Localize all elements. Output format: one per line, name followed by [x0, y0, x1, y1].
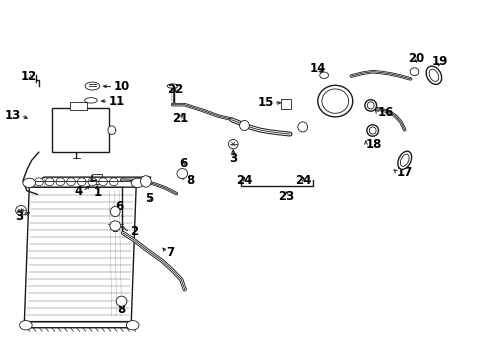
Text: 7: 7	[166, 246, 175, 259]
Circle shape	[126, 320, 139, 330]
Text: 8: 8	[186, 174, 194, 186]
Ellipse shape	[239, 121, 249, 131]
Ellipse shape	[364, 100, 376, 111]
Ellipse shape	[109, 178, 118, 186]
Text: 9: 9	[99, 138, 107, 151]
Ellipse shape	[77, 178, 86, 186]
Ellipse shape	[99, 178, 107, 186]
Ellipse shape	[66, 178, 75, 186]
Ellipse shape	[368, 127, 375, 134]
Ellipse shape	[409, 68, 418, 76]
Text: 12: 12	[21, 69, 37, 82]
Text: 14: 14	[309, 62, 326, 75]
Ellipse shape	[16, 206, 26, 216]
Ellipse shape	[319, 72, 328, 78]
Ellipse shape	[297, 122, 307, 132]
Ellipse shape	[88, 178, 97, 186]
Text: 10: 10	[113, 80, 129, 93]
Text: 13: 13	[5, 109, 21, 122]
Text: 23: 23	[278, 190, 294, 203]
Ellipse shape	[110, 221, 121, 231]
Circle shape	[23, 178, 36, 188]
Ellipse shape	[400, 154, 408, 166]
Ellipse shape	[84, 98, 97, 103]
Text: 11: 11	[108, 95, 124, 108]
Ellipse shape	[366, 125, 378, 136]
Text: 5: 5	[145, 192, 153, 205]
Ellipse shape	[425, 66, 441, 84]
FancyBboxPatch shape	[52, 108, 109, 152]
Text: 17: 17	[396, 166, 412, 179]
Text: 24: 24	[295, 174, 311, 187]
FancyBboxPatch shape	[69, 102, 87, 110]
Ellipse shape	[167, 84, 178, 88]
Text: 1: 1	[93, 186, 101, 199]
Ellipse shape	[35, 178, 43, 186]
Text: 24: 24	[236, 174, 252, 187]
Ellipse shape	[108, 126, 116, 134]
Text: 4: 4	[74, 185, 82, 198]
Text: 22: 22	[166, 83, 183, 96]
Text: 3: 3	[229, 152, 237, 165]
Ellipse shape	[56, 178, 64, 186]
Text: 15: 15	[257, 96, 273, 109]
Text: 3: 3	[15, 210, 23, 223]
Ellipse shape	[228, 139, 238, 149]
Text: 20: 20	[407, 51, 424, 64]
Ellipse shape	[110, 207, 120, 217]
Text: 6: 6	[115, 201, 123, 213]
Ellipse shape	[428, 69, 438, 81]
Ellipse shape	[177, 168, 187, 179]
Circle shape	[20, 320, 32, 330]
Ellipse shape	[317, 85, 352, 117]
Text: 19: 19	[430, 55, 447, 68]
Ellipse shape	[397, 151, 411, 169]
Circle shape	[131, 178, 143, 188]
Text: 8: 8	[117, 303, 125, 316]
Text: 18: 18	[365, 138, 382, 150]
Ellipse shape	[85, 82, 100, 90]
FancyBboxPatch shape	[281, 99, 290, 109]
Text: 21: 21	[171, 112, 187, 125]
Ellipse shape	[116, 296, 127, 306]
Text: 6: 6	[179, 157, 187, 170]
Ellipse shape	[45, 178, 54, 186]
Ellipse shape	[366, 102, 373, 109]
Text: 16: 16	[377, 106, 393, 119]
Ellipse shape	[140, 176, 151, 187]
Ellipse shape	[321, 89, 348, 113]
Text: 2: 2	[129, 225, 138, 238]
